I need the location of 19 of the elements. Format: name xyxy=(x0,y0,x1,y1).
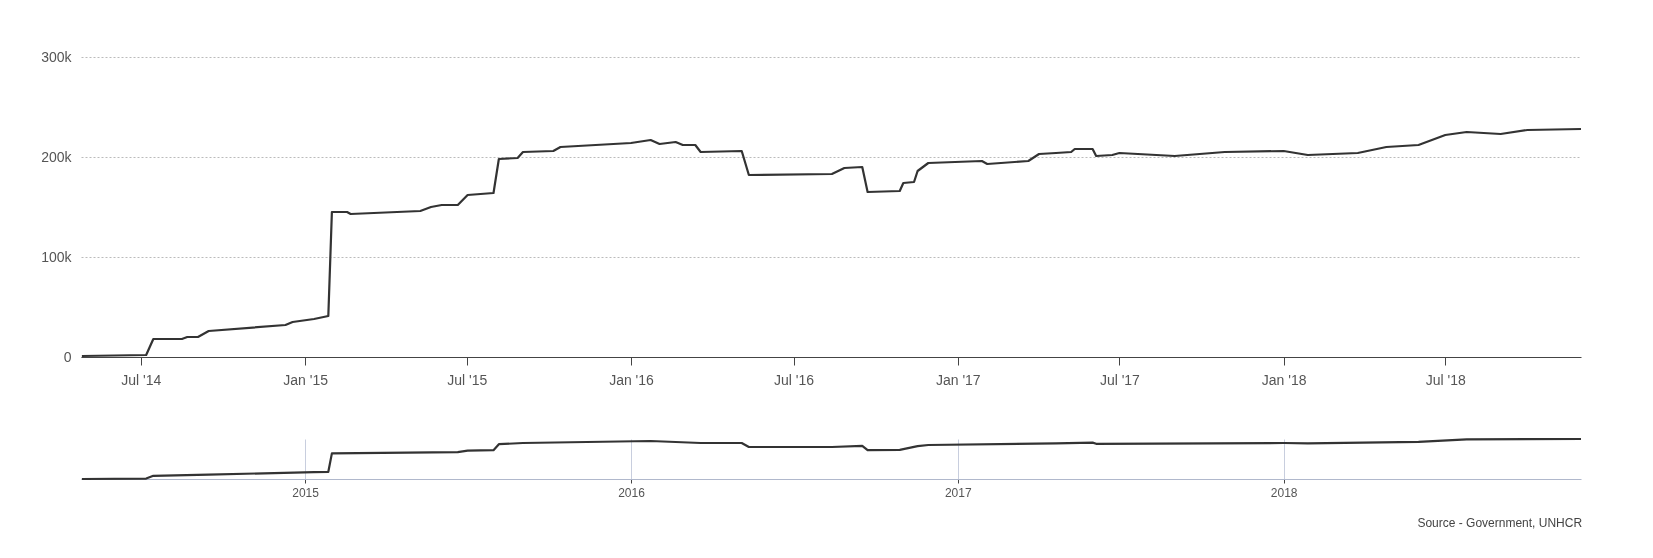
y-tick-label: 0 xyxy=(63,348,72,365)
source-note: Source - Government, UNHCR xyxy=(1417,516,1583,530)
y-tick-label: 200k xyxy=(41,148,73,165)
x-tick-label: Jul '18 xyxy=(1425,371,1467,388)
x-tick-label: Jan '16 xyxy=(609,371,655,388)
x-tick-label: Jan '17 xyxy=(935,371,981,388)
x-tick-label: Jan '18 xyxy=(1261,371,1307,388)
y-tick-label: 100k xyxy=(41,248,73,265)
x-tick-label: Jul '16 xyxy=(773,371,815,388)
line-series xyxy=(80,127,1583,358)
x-tick-label: Jan '15 xyxy=(283,371,329,388)
x-tick-label: 2018 xyxy=(1270,485,1298,500)
x-tick-label: Jul '15 xyxy=(447,371,488,388)
x-tick-label: 2016 xyxy=(618,485,646,500)
y-tick-label: 300k xyxy=(41,48,73,65)
x-tick-label: 2017 xyxy=(944,485,972,500)
x-tick-label: Jul '17 xyxy=(1099,371,1141,388)
x-tick-label: Jul '14 xyxy=(121,371,162,388)
x-tick-label: 2015 xyxy=(292,485,320,500)
